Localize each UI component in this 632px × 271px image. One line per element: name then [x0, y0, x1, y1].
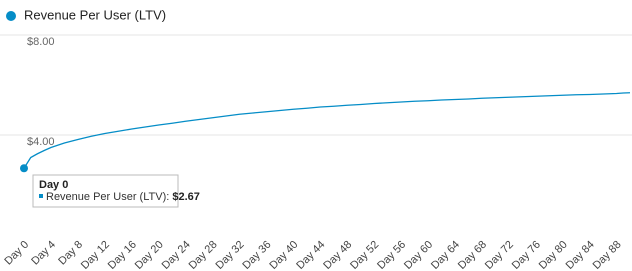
x-tick-label: Day 76 — [510, 239, 543, 271]
x-tick-label: Day 84 — [564, 239, 597, 271]
x-tick-label: Day 28 — [187, 239, 220, 271]
x-tick-label: Day 68 — [456, 239, 489, 271]
x-tick-label: Day 44 — [294, 239, 327, 271]
x-tick-label: Day 72 — [483, 239, 516, 271]
tooltip-swatch — [39, 194, 43, 198]
legend-marker — [6, 11, 16, 21]
x-tick-label: Day 0 — [2, 239, 31, 268]
tooltip-label: Revenue Per User (LTV): $2.67 — [46, 191, 200, 203]
tooltip-value: $2.67 — [172, 191, 200, 203]
x-tick-label: Day 12 — [79, 239, 112, 271]
tooltip-box — [32, 174, 179, 208]
tooltip: Day 0 Revenue Per User (LTV): $2.67 — [32, 174, 200, 208]
x-tick-label: Day 24 — [160, 239, 193, 271]
x-tick-label: Day 16 — [106, 239, 139, 271]
x-tick-label: Day 32 — [214, 239, 247, 271]
x-tick-label: Day 36 — [240, 239, 273, 271]
y-tick-label: $4.00 — [27, 136, 55, 148]
x-tick-label: Day 80 — [537, 239, 570, 271]
tooltip-series: Revenue Per User (LTV): — [46, 191, 169, 203]
x-tick-label: Day 4 — [29, 239, 58, 268]
x-tick-label: Day 88 — [591, 239, 624, 271]
tooltip-title: Day 0 — [39, 179, 68, 191]
y-tick-label: $8.00 — [27, 36, 55, 48]
x-tick-label: Day 60 — [402, 239, 435, 271]
x-tick-label: Day 52 — [348, 239, 381, 271]
x-tick-label: Day 20 — [133, 239, 166, 271]
line-series — [23, 92, 631, 169]
x-tick-label: Day 64 — [429, 239, 462, 271]
x-tick-label: Day 48 — [321, 239, 354, 271]
x-tick-label: Day 40 — [267, 239, 300, 271]
data-point — [20, 164, 28, 173]
x-tick-label: Day 56 — [375, 239, 408, 271]
legend-label[interactable]: Revenue Per User (LTV) — [24, 7, 166, 22]
